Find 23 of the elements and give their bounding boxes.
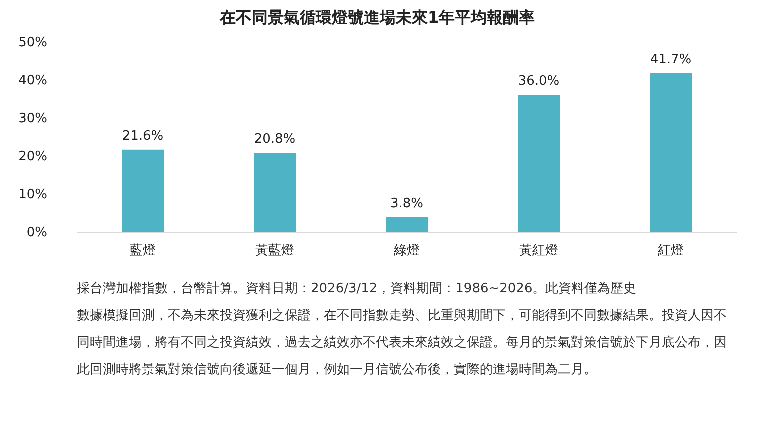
data-label: 20.8% — [254, 132, 296, 147]
x-tick-label: 藍燈 — [130, 244, 156, 258]
bar — [518, 95, 560, 232]
y-tick-label: 50% — [18, 36, 48, 50]
x-tick-label: 黃藍燈 — [256, 244, 294, 258]
text: 採台灣加權指數，台幣計算。資料日期：2026/3/12，資料期間：1986~2026。此資料僅為歷史數據模擬回測，不為未來投資獲利之保證，在不同指數走勢、比重與期間下，可能得到不同數據結果。投資人因不同時間進場，將有不同之投資績效，過去之績效亦不代表未來績效之保證。每月的景氣對策信號於下月底公布，因此回測時將景氣對策信號向後遞延一個月，例如一月信號公布後，實際的進場時間為二月。 — [77, 282, 727, 378]
y-tick-label: 0% — [26, 226, 48, 240]
y-tick-label: 20% — [18, 150, 48, 164]
data-label: 41.7% — [650, 52, 692, 68]
y-tick-label: 40% — [18, 74, 48, 88]
data-label: 36.0% — [518, 74, 560, 90]
bar — [650, 74, 692, 232]
y-tick-label: 10% — [18, 188, 48, 202]
x-tick-label: 黃紅燈 — [520, 244, 558, 258]
y-tick-label: 30% — [18, 112, 48, 126]
data-label: 3.8% — [390, 196, 424, 212]
bar — [122, 150, 164, 232]
x-tick-label: 綠燈 — [393, 244, 420, 258]
chart-title: 在不同景氣循環燈號進場未來1年平均報酬率 — [218, 8, 536, 27]
bar — [254, 152, 296, 232]
bar — [386, 218, 428, 232]
data-label: 21.6% — [122, 128, 164, 144]
x-tick-label: 紅燈 — [658, 244, 684, 258]
